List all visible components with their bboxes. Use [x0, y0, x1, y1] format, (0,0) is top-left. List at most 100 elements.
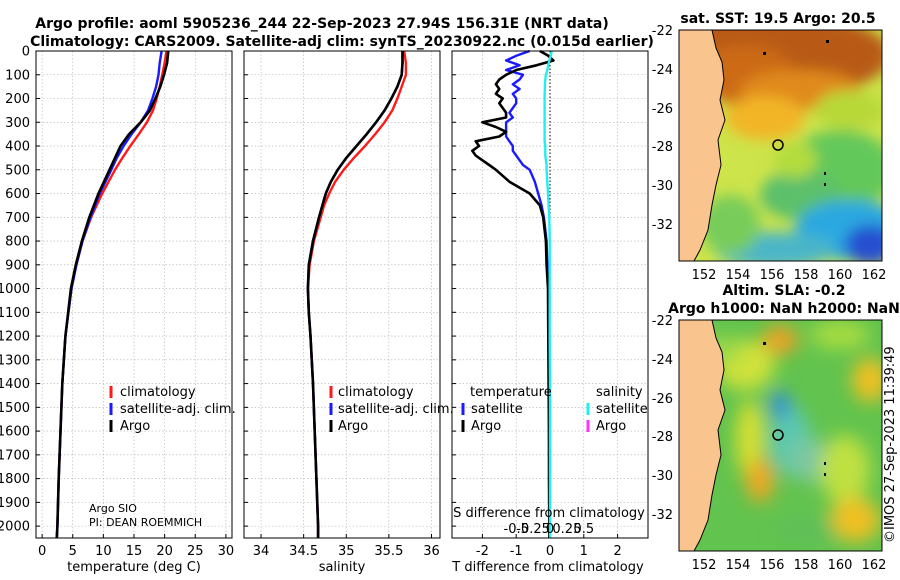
- tick-label: 162: [862, 558, 887, 573]
- tick-label: -24: [652, 63, 673, 78]
- tick-label: -0.25: [516, 522, 550, 537]
- difference-s-xlabel: S difference from climatology: [453, 506, 645, 521]
- sla-map-yticks: -22 -24 -26 -28 -30 -32: [652, 314, 673, 523]
- title-line2: Climatology: CARS2009. Satellite-adj cli…: [30, 34, 654, 50]
- legend-satellite: satellite-adj. clim.: [120, 402, 236, 417]
- series-t-argo: [470, 49, 555, 538]
- salinity-panel: 34 34.5 35 35.5 36 salinity climatology sate…: [243, 50, 454, 575]
- title-line1: Argo profile: aoml 5905236_244 22-Sep-20…: [35, 16, 609, 32]
- tick-label: 34: [253, 544, 270, 559]
- tick-label: -22: [652, 24, 673, 39]
- tick-label: 100: [5, 68, 30, 83]
- legend-salinity-title: salinity: [596, 385, 643, 400]
- argo-position-marker: [772, 429, 784, 441]
- tick-label: -32: [652, 508, 673, 523]
- tick-label: 1000: [0, 282, 30, 297]
- tick-label: 2: [613, 544, 621, 559]
- tick-label: 2000: [0, 520, 30, 535]
- tick-label: -2: [476, 544, 489, 559]
- tick-label: -30: [652, 469, 673, 484]
- tick-label: -30: [652, 179, 673, 194]
- salinity-xlabel: salinity: [319, 560, 366, 575]
- temperature-frame: [35, 50, 233, 539]
- legend-argo: Argo: [120, 419, 150, 434]
- tick-label: 154: [726, 268, 751, 283]
- sst-map-yticks: -22 -24 -26 -28 -30 -32: [652, 24, 673, 233]
- temperature-curves: [55, 50, 170, 539]
- tick-label: 800: [5, 235, 30, 250]
- tick-label: 300: [5, 116, 30, 131]
- temperature-tick-labels: 0 5 10 15 20 25 30: [38, 544, 234, 559]
- tick-label: 25: [187, 544, 204, 559]
- tick-label: 0: [38, 544, 46, 559]
- argo-position-marker: [772, 139, 784, 151]
- difference-panel: -2 -1 0 1 2 -0.5-0.25 0 0.250.5 S difference f…: [451, 49, 649, 575]
- timestamp: ©IMOS 27-Sep-2023 11:39:49: [883, 346, 898, 543]
- tick-label: -0.5: [504, 522, 529, 537]
- legend-s-satellite: satellite: [596, 402, 648, 417]
- legend-t-argo: Argo: [471, 419, 501, 434]
- sst-map-image: [679, 30, 882, 261]
- tick-label: 156: [760, 268, 785, 283]
- tick-label: 36: [423, 544, 440, 559]
- tick-label: -28: [652, 140, 673, 155]
- sla-map-title: Altim. SLA: -0.2: [722, 283, 845, 299]
- legend-s-argo: Argo: [596, 419, 626, 434]
- temperature-legend: climatology satellite-adj. clim. Argo: [109, 385, 236, 434]
- tick-label: 0: [546, 544, 554, 559]
- sla-map-xticks: 152 154 156 158 160 162: [692, 558, 887, 573]
- tick-label: 1: [580, 544, 588, 559]
- credit-pi: PI: DEAN ROEMMICH: [89, 516, 202, 529]
- tick-label: 1400: [0, 377, 30, 392]
- temperature-panel: 0100200300400500600700800900100011001200…: [0, 45, 236, 576]
- salinity-plot-area: [244, 51, 440, 538]
- tick-label: -26: [652, 102, 673, 117]
- legend-satellite: satellite-adj. clim.: [338, 402, 454, 417]
- tick-label: 200: [5, 92, 30, 107]
- salinity-tick-labels: 34 34.5 35 35.5 36: [253, 544, 440, 559]
- difference-frame: [451, 50, 649, 539]
- tick-label: 35.5: [374, 544, 403, 559]
- legend-climatology: climatology: [338, 385, 414, 400]
- tick-label: 154: [726, 558, 751, 573]
- legend-argo: Argo: [338, 419, 368, 434]
- difference-t-tick-labels: -2 -1 0 1 2: [476, 544, 622, 559]
- series-argo: [55, 50, 170, 539]
- tick-label: 1900: [0, 496, 30, 511]
- tick-label: 30: [218, 544, 235, 559]
- tick-label: -22: [652, 314, 673, 329]
- tick-label: 10: [95, 544, 112, 559]
- sla-map: Altim. SLA: -0.2 Argo h1000: NaN h2000: …: [652, 283, 900, 573]
- tick-label: 35: [338, 544, 355, 559]
- tick-label: -1: [510, 544, 523, 559]
- tick-label: 162: [862, 268, 887, 283]
- tick-label: 160: [828, 268, 853, 283]
- tick-label: 1100: [0, 306, 30, 321]
- tick-label: 0: [22, 45, 30, 60]
- tick-label: 1200: [0, 330, 30, 345]
- tick-label: 1300: [0, 353, 30, 368]
- difference-curves: [470, 49, 555, 538]
- tick-label: 15: [126, 544, 143, 559]
- tick-label: 0.5: [573, 522, 594, 537]
- tick-label: 160: [828, 558, 853, 573]
- credit-institution: Argo SIO: [89, 502, 137, 515]
- tick-label: 158: [794, 558, 819, 573]
- tick-label: 156: [760, 558, 785, 573]
- sla-map-image: [679, 320, 882, 551]
- tick-label: -24: [652, 353, 673, 368]
- depth-tick-labels: 0 100 200 300 400 500 600 700 800 900 1000 1100 1200…: [0, 45, 30, 535]
- tick-label: 152: [692, 558, 717, 573]
- temperature-xlabel: temperature (deg C): [67, 560, 201, 575]
- tick-label: 5: [69, 544, 77, 559]
- salinity-curves: [306, 50, 408, 538]
- tick-label: 0.25: [552, 522, 581, 537]
- salinity-frame: [243, 50, 441, 539]
- tick-label: 900: [5, 258, 30, 273]
- tick-label: 34.5: [289, 544, 318, 559]
- series-argo: [306, 51, 404, 538]
- sst-map-title: sat. SST: 19.5 Argo: 20.5: [680, 11, 875, 27]
- tick-label: -26: [652, 392, 673, 407]
